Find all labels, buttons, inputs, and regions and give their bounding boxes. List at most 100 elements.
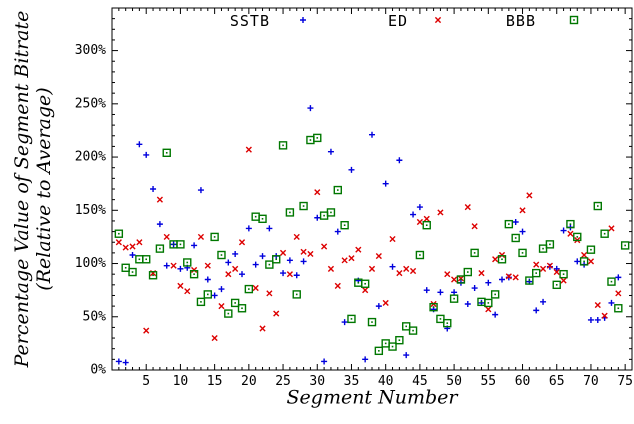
bbb-point xyxy=(210,232,219,242)
x-tick-label: 15 xyxy=(207,374,223,389)
ed-point xyxy=(348,255,355,262)
ed-point xyxy=(293,233,300,241)
ed-point xyxy=(136,239,143,246)
bbb-point-outer xyxy=(600,229,609,238)
bbb-point-outer xyxy=(518,248,527,258)
bbb-point xyxy=(614,304,623,313)
bbb-point-outer xyxy=(176,240,185,249)
sstb-point xyxy=(321,358,328,365)
x-axis-title: Segment Number xyxy=(287,387,460,409)
ed-point xyxy=(314,189,321,196)
bbb-point-outer xyxy=(189,269,199,279)
ed-point xyxy=(423,215,430,222)
y-axis-title: Percentage Value of Segment Bitrate xyxy=(11,11,33,369)
ed-point xyxy=(334,282,341,289)
bbb-point xyxy=(142,255,151,264)
bbb-point-dot xyxy=(282,144,284,147)
sstb-point xyxy=(464,300,471,307)
bbb-point-outer xyxy=(532,268,541,278)
sstb-point xyxy=(362,356,369,363)
bbb-point-dot xyxy=(227,312,230,315)
sstb-point xyxy=(587,316,594,323)
sstb-point xyxy=(615,274,622,281)
bbb-point xyxy=(497,255,507,264)
bbb-point xyxy=(463,267,472,277)
bbb-point-outer xyxy=(559,269,568,279)
bbb-point-outer xyxy=(333,185,342,195)
bbb-point-dot xyxy=(289,211,291,214)
bbb-point-outer xyxy=(114,229,124,238)
bbb-point xyxy=(504,219,514,229)
ed-point xyxy=(204,262,211,269)
bbb-point xyxy=(422,220,431,230)
ed-point xyxy=(444,271,451,278)
sstb-point xyxy=(300,258,307,265)
ed-point xyxy=(122,244,129,251)
legend: SSTB ED BBB xyxy=(230,12,579,30)
bbb-point-outer xyxy=(552,280,561,290)
ed-point xyxy=(341,257,348,264)
bbb-point-outer xyxy=(443,318,452,328)
x-tick-label: 30 xyxy=(309,374,325,389)
bbb-point-dot xyxy=(213,236,216,238)
bbb-point-dot xyxy=(124,266,127,269)
bbb-point-dot xyxy=(425,224,428,226)
ed-point xyxy=(191,266,198,274)
x-tick-label: 20 xyxy=(241,374,257,389)
bbb-point-outer xyxy=(566,219,575,229)
bbb-point-dot xyxy=(200,301,202,303)
legend-marker-bbb-outer xyxy=(569,15,579,25)
bbb-point xyxy=(333,185,342,195)
bbb-point-outer xyxy=(388,342,397,351)
bbb-point-dot xyxy=(439,318,442,320)
bbb-point-outer xyxy=(292,290,301,299)
ed-point xyxy=(232,265,239,272)
bbb-point-outer xyxy=(217,250,226,260)
bbb-point-outer xyxy=(593,201,602,211)
bbb-point xyxy=(484,298,493,308)
bbb-point-outer xyxy=(285,208,295,217)
sstb-point xyxy=(396,157,403,164)
bbb-point-dot xyxy=(364,282,366,285)
ed-point xyxy=(416,218,423,226)
ed-point xyxy=(478,270,485,277)
bbb-point xyxy=(313,133,322,143)
bbb-point xyxy=(326,208,336,217)
ed-point xyxy=(437,209,444,216)
ed-point xyxy=(451,276,458,283)
bbb-point xyxy=(189,269,199,279)
bbb-point xyxy=(340,220,349,230)
sstb-point xyxy=(471,285,478,292)
bbb-point-outer xyxy=(374,346,384,356)
bbb-point-dot xyxy=(453,297,455,300)
bbb-point-outer xyxy=(449,294,459,303)
bbb-point-dot xyxy=(514,237,517,239)
bbb-point xyxy=(292,290,301,299)
ed-point xyxy=(184,288,191,295)
ed-point xyxy=(546,262,553,269)
ed-point xyxy=(321,243,328,250)
bbb-point xyxy=(162,148,171,158)
y-tick-labels: 0% 50% 100% 150% 200% 250% 300% xyxy=(75,43,106,377)
ed-point xyxy=(581,251,588,259)
bbb-point-dot xyxy=(261,218,264,220)
x-tick-label: 70 xyxy=(583,374,599,389)
bbb-point-outer xyxy=(313,133,322,143)
bbb-point-dot xyxy=(569,223,572,225)
bbb-point xyxy=(388,342,397,351)
sstb-point xyxy=(505,274,512,281)
y-tick-label: 150% xyxy=(75,203,106,218)
ed-point xyxy=(238,239,246,246)
bbb-point xyxy=(319,211,329,220)
y-tick-label: 100% xyxy=(75,256,106,271)
ed-point xyxy=(587,258,595,265)
sstb-point xyxy=(437,289,444,296)
sstb-point xyxy=(369,131,375,138)
legend-label-ed: ED xyxy=(388,12,408,30)
sstb-point xyxy=(122,359,129,366)
ed-point xyxy=(362,287,369,294)
sstb-point xyxy=(410,211,417,218)
bbb-point xyxy=(566,219,575,229)
bbb-point-dot xyxy=(398,339,401,341)
ed-point xyxy=(368,265,376,272)
